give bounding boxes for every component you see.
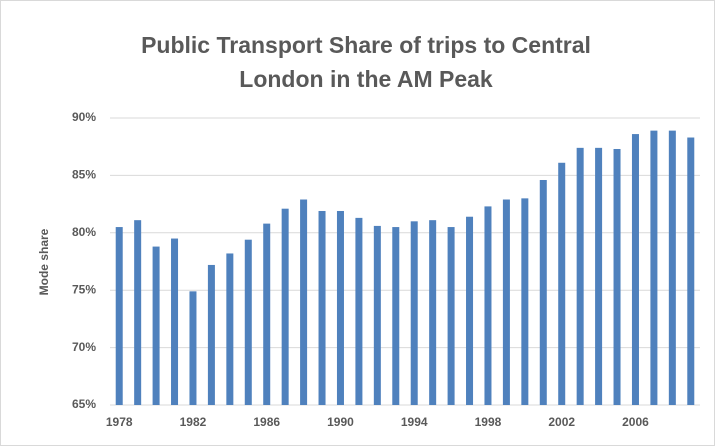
bar	[502, 199, 510, 405]
bar	[207, 264, 215, 405]
x-tick-label: 2002	[548, 415, 575, 429]
bar	[115, 227, 123, 405]
bar	[134, 220, 142, 405]
x-tick-label: 2006	[622, 415, 649, 429]
y-tick-label: 65%	[72, 397, 96, 411]
bar	[244, 239, 252, 405]
bar	[189, 291, 197, 405]
bar	[263, 223, 271, 405]
bar	[318, 210, 326, 405]
bar	[410, 221, 418, 405]
bar	[650, 130, 658, 406]
bar	[355, 217, 363, 405]
bar	[373, 225, 381, 405]
y-tick-label: 70%	[72, 340, 96, 354]
y-tick-label: 75%	[72, 282, 96, 296]
x-tick-label: 1990	[327, 415, 354, 429]
x-tick-label: 1998	[475, 415, 502, 429]
bar	[631, 134, 639, 405]
bar	[429, 220, 437, 405]
y-tick-label: 85%	[72, 168, 96, 182]
bar	[576, 147, 584, 405]
bar	[558, 162, 566, 405]
bar	[336, 210, 344, 405]
bar	[539, 179, 547, 405]
bar	[466, 216, 474, 405]
bar	[152, 246, 160, 405]
y-tick-label: 90%	[72, 110, 96, 124]
x-tick-label: 1994	[401, 415, 428, 429]
bar	[613, 148, 621, 405]
bar	[281, 208, 289, 405]
bar	[595, 147, 603, 405]
x-tick-label: 1986	[253, 415, 280, 429]
y-tick-label: 80%	[72, 225, 96, 239]
y-axis-label: Mode share	[37, 228, 51, 295]
bar	[392, 227, 400, 405]
bar	[521, 198, 529, 405]
bar	[300, 199, 308, 405]
bar	[687, 137, 695, 406]
bar	[447, 227, 455, 405]
bar	[668, 130, 676, 406]
bar	[226, 253, 234, 405]
chart-title: Public Transport Share of trips to Centr…	[141, 32, 591, 92]
x-tick-label: 1978	[106, 415, 133, 429]
x-tick-label: 1982	[180, 415, 207, 429]
bar	[484, 206, 492, 405]
bar	[171, 238, 179, 405]
